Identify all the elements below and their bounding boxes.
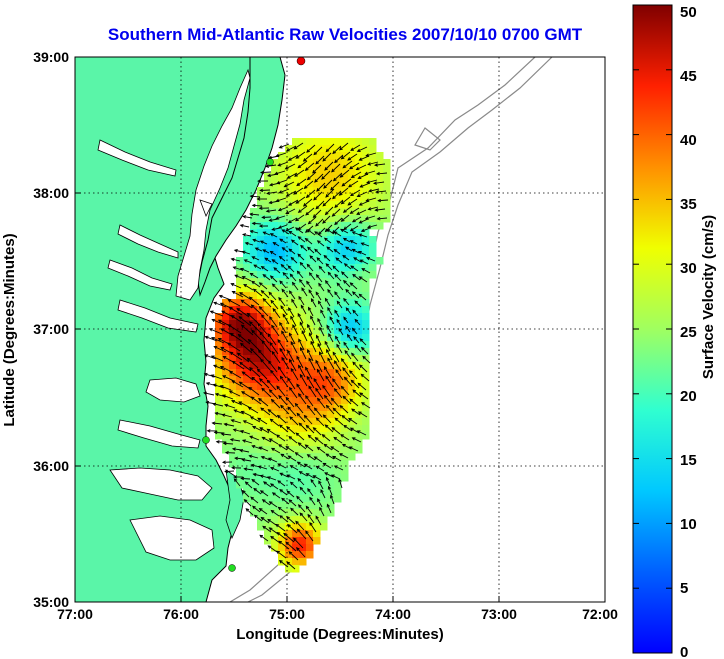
colorbar-tick-label: 30: [680, 260, 697, 277]
x-axis-label: Longitude (Degrees:Minutes): [236, 626, 444, 643]
colorbar-tick-label: 20: [680, 388, 697, 405]
y-tick-label: 36:00: [33, 458, 69, 474]
tick-marks: [74, 56, 606, 603]
colorbar-tick-label: 45: [680, 68, 697, 85]
x-tick-label: 75:00: [269, 606, 305, 622]
grid-lines: [75, 57, 605, 602]
y-tick-label: 35:00: [33, 594, 69, 610]
radar-site-marker: [228, 564, 236, 572]
colorbar-tick-label: 25: [680, 324, 697, 341]
colorbar-tick-labels: 0 5 10 15 20 25 30 35 40 45 50: [680, 4, 697, 659]
radar-site-marker: [202, 436, 210, 444]
y-tick-label: 38:00: [33, 185, 69, 201]
y-axis-label: Latitude (Degrees:Minutes): [1, 233, 18, 426]
colorbar-tick-label: 50: [680, 4, 697, 21]
y-tick-label: 39:00: [33, 49, 69, 65]
colorbar-tick-label: 15: [680, 452, 697, 469]
x-tick-label: 77:00: [57, 606, 93, 622]
x-tick-labels: 77:00 76:00 75:00 74:00 73:00 72:00: [57, 606, 618, 622]
x-tick-label: 74:00: [375, 606, 411, 622]
radar-site-marker: [296, 57, 306, 66]
colorbar-ticks: [633, 4, 672, 654]
colorbar-tick-label: 40: [680, 132, 697, 149]
map-title: Southern Mid-Atlantic Raw Velocities 200…: [108, 25, 583, 44]
x-tick-label: 72:00: [582, 606, 618, 622]
colorbar: [632, 4, 673, 654]
inland-water: [97, 68, 251, 561]
colorbar-tick-label: 0: [680, 644, 688, 659]
colorbar-tick-label: 10: [680, 516, 697, 533]
colorbar-tick-label: 5: [680, 580, 688, 597]
x-tick-label: 76:00: [163, 606, 199, 622]
colorbar-tick-label: 35: [680, 196, 697, 213]
y-tick-labels: 39:00 38:00 37:00 36:00 35:00: [33, 49, 69, 610]
plot-area: [75, 57, 605, 602]
y-tick-label: 37:00: [33, 321, 69, 337]
x-tick-label: 73:00: [481, 606, 517, 622]
radar-site-marker: [266, 158, 274, 166]
colorbar-label: Surface Velocity (cm/s): [700, 215, 717, 379]
velocity-vectors: [203, 142, 389, 570]
